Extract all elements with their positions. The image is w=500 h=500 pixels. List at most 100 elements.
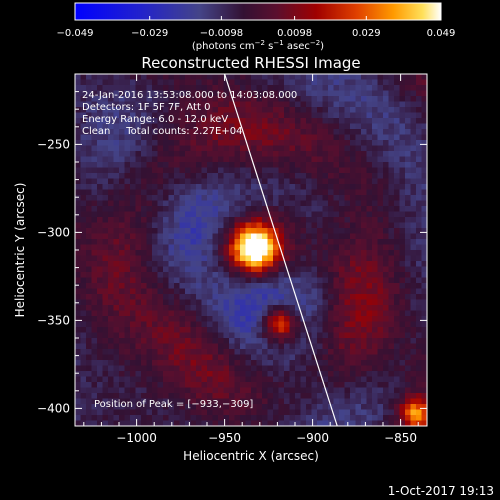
heatmap-cell — [91, 398, 98, 405]
heatmap-cell — [240, 354, 246, 361]
heatmap-cell — [212, 134, 219, 141]
heatmap-cell — [218, 90, 224, 97]
heatmap-cell — [152, 387, 158, 394]
heatmap-cell — [251, 393, 257, 399]
heatmap-cell — [339, 349, 345, 355]
heatmap-cell — [196, 162, 202, 168]
heatmap-cell — [311, 327, 318, 333]
heatmap-cell — [124, 299, 131, 306]
heatmap-cell — [135, 382, 142, 388]
heatmap-cell — [421, 382, 427, 388]
heatmap-cell — [234, 277, 241, 284]
heatmap-cell — [355, 233, 362, 240]
heatmap-cell — [91, 162, 98, 168]
heatmap-cell — [355, 222, 362, 229]
heatmap-cell — [163, 415, 169, 421]
heatmap-cell — [179, 178, 186, 185]
heatmap-cell — [146, 365, 153, 372]
heatmap-cell — [361, 365, 367, 372]
heatmap-cell — [355, 129, 362, 135]
heatmap-cell — [317, 338, 323, 344]
heatmap-cell — [399, 184, 406, 190]
heatmap-cell — [344, 195, 351, 201]
heatmap-cell — [146, 184, 153, 190]
heatmap-cell — [416, 173, 422, 179]
heatmap-cell — [383, 409, 389, 416]
heatmap-cell — [80, 310, 87, 317]
heatmap-cell — [124, 189, 131, 196]
heatmap-cell — [311, 244, 318, 251]
heatmap-cell — [229, 305, 235, 311]
heatmap-cell — [163, 310, 169, 317]
heatmap-cell — [152, 250, 158, 256]
heatmap-cell — [245, 409, 252, 416]
heatmap-cell — [245, 118, 252, 124]
heatmap-cell — [218, 354, 224, 361]
heatmap-cell — [383, 85, 389, 91]
heatmap-cell — [251, 409, 257, 416]
heatmap-cell — [273, 283, 279, 289]
heatmap-cell — [91, 101, 98, 108]
heatmap-cell — [135, 420, 142, 426]
heatmap-cell — [388, 393, 395, 399]
heatmap-cell — [416, 101, 422, 108]
heatmap-cell — [416, 123, 422, 130]
heatmap-cell — [267, 184, 274, 190]
heatmap-cell — [80, 129, 87, 135]
heatmap-cell — [135, 211, 142, 218]
heatmap-cell — [295, 228, 301, 234]
heatmap-cell — [399, 244, 406, 251]
heatmap-cell — [80, 200, 87, 207]
heatmap-cell — [410, 409, 417, 416]
heatmap-cell — [399, 178, 406, 185]
heatmap-cell — [267, 156, 274, 163]
heatmap-cell — [333, 184, 340, 190]
heatmap-cell — [185, 266, 191, 273]
heatmap-cell — [229, 283, 235, 289]
heatmap-cell — [91, 288, 98, 295]
heatmap-cell — [421, 173, 427, 179]
heatmap-cell — [80, 354, 87, 361]
heatmap-cell — [405, 195, 411, 201]
heatmap-cell — [322, 277, 329, 284]
heatmap-cell — [97, 129, 103, 135]
heatmap-cell — [394, 277, 400, 284]
heatmap-cell — [328, 382, 334, 388]
heatmap-cell — [223, 299, 230, 306]
heatmap-cell — [278, 162, 285, 168]
heatmap-cell — [284, 343, 290, 350]
heatmap-cell — [317, 376, 323, 383]
heatmap-cell — [306, 178, 312, 185]
heatmap-cell — [405, 382, 411, 388]
heatmap-cell — [284, 404, 290, 410]
heatmap-cell — [405, 189, 411, 196]
heatmap-cell — [124, 228, 131, 234]
heatmap-cell — [196, 316, 202, 322]
heatmap-cell — [388, 360, 395, 366]
heatmap-cell — [328, 217, 334, 223]
heatmap-cell — [185, 332, 191, 339]
heatmap-cell — [317, 123, 323, 130]
heatmap-cell — [311, 162, 318, 168]
heatmap-cell — [383, 305, 389, 311]
heatmap-cell — [146, 222, 153, 229]
heatmap-cell — [410, 233, 417, 240]
heatmap-cell — [317, 173, 323, 179]
heatmap-cell — [135, 239, 142, 245]
heatmap-cell — [350, 101, 356, 108]
heatmap-cell — [130, 145, 136, 152]
heatmap-cell — [311, 200, 318, 207]
heatmap-cell — [339, 244, 345, 251]
heatmap-cell — [251, 112, 257, 119]
heatmap-cell — [421, 228, 427, 234]
heatmap-cell — [295, 316, 301, 322]
heatmap-cell — [130, 129, 136, 135]
heatmap-cell — [361, 288, 367, 295]
heatmap-cell — [218, 228, 224, 234]
heatmap-cell — [201, 178, 208, 185]
heatmap-cell — [300, 200, 307, 207]
heatmap-cell — [317, 409, 323, 416]
heatmap-cell — [146, 178, 153, 185]
heatmap-cell — [394, 316, 400, 322]
heatmap-cell — [366, 167, 373, 174]
